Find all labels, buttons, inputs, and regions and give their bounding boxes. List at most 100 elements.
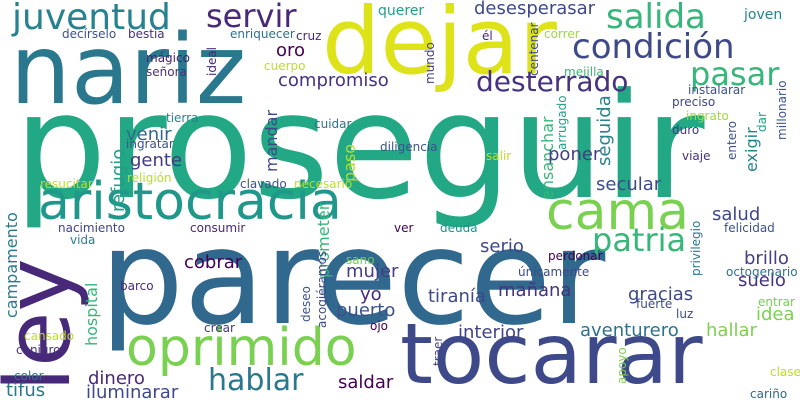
cloud-word: ver	[394, 221, 414, 235]
cloud-word: correr	[544, 27, 580, 41]
cloud-word: tifus	[6, 380, 46, 400]
cloud-word: traer	[431, 336, 445, 366]
cloud-word: desterrado	[476, 65, 629, 98]
cloud-word: tierra	[166, 111, 199, 125]
cloud-word: tiranía	[428, 286, 486, 307]
cloud-word: necesario	[294, 177, 353, 191]
cloud-word: cobrar	[184, 252, 243, 273]
cloud-word: oprimido	[126, 318, 357, 378]
cloud-word: clase	[770, 365, 800, 379]
cloud-word: millonario	[775, 80, 789, 140]
cloud-word: ideal	[205, 46, 219, 76]
cloud-word: deuda	[440, 221, 478, 235]
cloud-word: puerto	[336, 300, 396, 321]
cloud-word: crear	[204, 321, 235, 335]
cloud-word: enriquecer	[230, 27, 295, 41]
cloud-word: resucitar	[40, 177, 93, 191]
cloud-word: ingratar	[126, 137, 174, 151]
cloud-word: octogenario	[726, 265, 798, 279]
cloud-word: él	[482, 29, 493, 43]
cloud-word: refugio	[108, 148, 129, 212]
cloud-word: patria	[592, 221, 687, 259]
cloud-word: sano	[346, 253, 375, 267]
cloud-word: deseo	[299, 286, 313, 322]
cloud-word: mundo	[423, 42, 437, 84]
cloud-word: serio	[480, 236, 524, 257]
cloud-word: felicidad	[724, 221, 775, 235]
cloud-word: dinero	[88, 368, 145, 389]
cloud-word: clavado	[240, 177, 287, 191]
cloud-word: religión	[127, 171, 172, 185]
cloud-word: privilegio	[689, 220, 703, 276]
cloud-word: perdonar	[548, 249, 603, 263]
cloud-word: centenar	[527, 22, 541, 76]
cloud-word: señora	[146, 65, 187, 79]
cloud-word: conjuro	[16, 343, 61, 357]
cloud-word: instalarar	[688, 83, 746, 97]
cloud-word: duro	[672, 123, 700, 137]
cloud-word: compromiso	[278, 70, 389, 91]
cloud-word: cansado	[24, 329, 75, 343]
cloud-word: únicamente	[518, 265, 590, 279]
cloud-word: viaje	[682, 149, 711, 163]
cloud-word: aristocracia	[38, 172, 342, 232]
cloud-word: acogiéramos	[315, 250, 329, 328]
cloud-word: cariño	[750, 387, 788, 400]
cloud-word: mandar	[262, 109, 281, 172]
cloud-word: proseguir	[14, 62, 705, 232]
cloud-word: ojo	[370, 319, 389, 333]
cloud-word: consumir	[190, 221, 246, 235]
cloud-word: juventud	[12, 0, 171, 38]
cloud-word: barco	[120, 279, 154, 293]
cloud-word: gente	[130, 150, 183, 171]
cloud-word: idea	[756, 304, 795, 325]
cloud-word: dar	[755, 112, 769, 132]
cloud-word: hablar	[208, 363, 304, 398]
cloud-word: hospital	[82, 282, 101, 346]
cloud-word: parecer	[100, 201, 606, 355]
cloud-word: hallar	[706, 320, 757, 341]
cloud-word: saldar	[338, 372, 394, 393]
cloud-word: salir	[486, 149, 512, 163]
cloud-word: arrugado	[555, 95, 569, 150]
cloud-word: cruz	[296, 29, 322, 43]
cloud-word: nacimiento	[58, 221, 125, 235]
cloud-word: ingrato	[686, 109, 729, 123]
cloud-word: condición	[572, 27, 735, 67]
cloud-word: color	[14, 369, 44, 383]
cloud-word: bestia	[128, 27, 165, 41]
cloud-word: salida	[606, 0, 706, 37]
cloud-word: joven	[744, 7, 783, 23]
cloud-word: luz	[676, 307, 694, 321]
cloud-word: oro	[276, 40, 306, 61]
cloud-word: pasar	[690, 55, 780, 93]
cloud-word: aventurero	[580, 320, 679, 341]
cloud-word: campamento	[2, 212, 21, 318]
cloud-word: suelo	[738, 270, 786, 291]
cloud-word: decírselo	[62, 27, 117, 41]
cloud-word: poner	[548, 144, 601, 165]
cloud-word: interior	[458, 322, 524, 343]
cloud-word: iluminarar	[86, 382, 179, 400]
cloud-word: brillo	[744, 248, 789, 269]
cloud-word: diligencia	[380, 140, 438, 154]
cloud-word: mañana	[498, 280, 572, 301]
cloud-word: apoyo	[615, 347, 629, 384]
cloud-word: secular	[596, 174, 662, 195]
cloud-word: nariz	[10, 14, 247, 126]
cloud-word: yo	[360, 284, 382, 305]
cloud-word: vida	[70, 233, 96, 247]
cloud-word: cama	[546, 182, 689, 242]
cloud-word: cuerpo	[264, 59, 306, 73]
cloud-word: tocarar	[400, 305, 703, 400]
cloud-word: entero	[725, 120, 739, 160]
cloud-word: preciso	[672, 95, 716, 109]
cloud-word: exigir	[742, 127, 761, 172]
cloud-word: querer	[378, 3, 425, 19]
cloud-word: gracias	[628, 284, 694, 305]
cloud-word: desesperasar	[474, 0, 596, 19]
cloud-word: entrar	[758, 295, 795, 309]
cloud-word: mejilla	[564, 65, 604, 79]
cloud-word: mágico	[146, 51, 190, 65]
